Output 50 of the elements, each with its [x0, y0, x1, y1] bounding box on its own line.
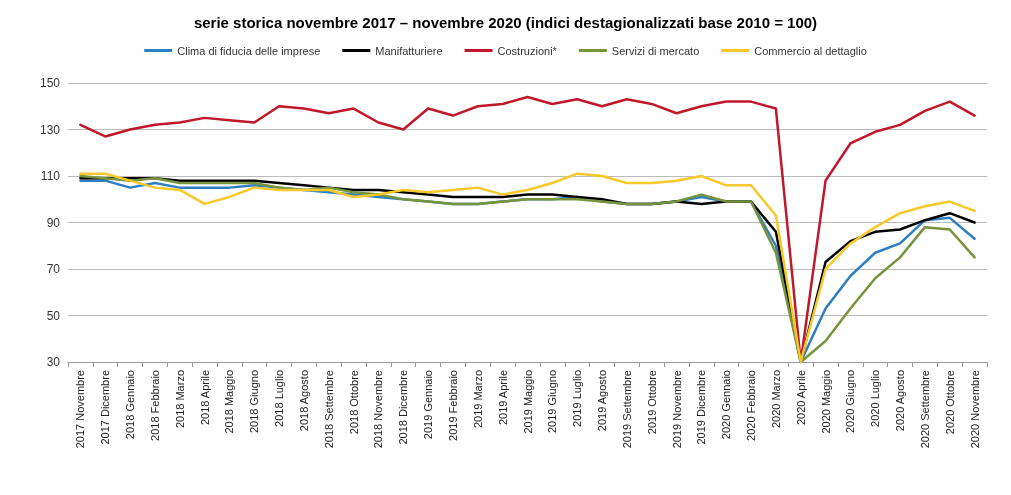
y-tick-label: 110 [40, 169, 61, 183]
x-tick-label: 2018 Agosto [297, 370, 310, 432]
x-tick-label: 2018 Ottobre [347, 370, 360, 435]
legend-label: Clima di fiducia delle imprese [177, 44, 321, 57]
y-tick-label: 30 [46, 355, 61, 369]
y-tick-label: 130 [39, 122, 61, 137]
x-tick-label: 2018 Febbraio [148, 370, 161, 441]
x-tick-label: 2020 Aprile [794, 370, 807, 426]
x-tick-label: 2020 Febbraio [745, 370, 758, 441]
x-tick-label: 2018 Maggio [223, 370, 236, 434]
chart-title: serie storica novembre 2017 – novembre 2020 (indici destagionalizzati base 2010 = 100) [193, 14, 818, 31]
legend-label: Manifatturiere [375, 44, 443, 57]
x-tick-label: 2018 Giugno [248, 370, 261, 433]
x-tick-label: 2020 Maggio [819, 370, 832, 434]
legend-label: Costruzioni* [497, 44, 558, 57]
x-tick-label: 2020 Marzo [769, 370, 782, 429]
x-tick-label: 2019 Maggio [521, 370, 534, 434]
y-tick-label: 70 [46, 262, 61, 276]
x-tick-label: 2018 Gennaio [124, 370, 137, 440]
x-tick-label: 2018 Dicembre [397, 370, 410, 445]
x-tick-label: 2020 Giugno [844, 370, 857, 433]
x-tick-label: 2019 Dicembre [695, 370, 708, 445]
x-tick-label: 2019 Ottobre [645, 370, 658, 435]
x-tick-label: 2018 Aprile [198, 370, 211, 426]
x-tick-label: 2017 Dicembre [99, 370, 112, 445]
y-tick-label: 150 [39, 76, 61, 90]
x-tick-label: 2018 Luglio [273, 370, 286, 427]
legend-label: Commercio al dettaglio [754, 44, 867, 57]
x-tick-label: 2017 Novembre [74, 370, 87, 449]
x-tick-label: 2020 Novembre [968, 370, 981, 449]
x-tick-label: 2020 Agosto [894, 370, 907, 432]
x-tick-label: 2018 Marzo [173, 370, 186, 429]
x-tick-label: 2020 Settembre [918, 370, 931, 449]
x-tick-label: 2019 Agosto [596, 370, 609, 432]
x-tick-label: 2018 Settembre [322, 370, 335, 449]
y-tick-label: 90 [46, 215, 61, 230]
x-tick-label: 2020 Ottobre [943, 370, 956, 435]
x-tick-label: 2019 Luglio [571, 370, 584, 427]
x-tick-label: 2019 Novembre [670, 370, 683, 449]
y-tick-label: 50 [46, 308, 61, 323]
x-tick-label: 2020 Gennaio [720, 370, 733, 440]
x-tick-label: 2019 Marzo [471, 370, 484, 429]
x-tick-label: 2019 Giugno [546, 370, 559, 433]
x-tick-label: 2019 Gennaio [422, 370, 435, 440]
legend-label: Servizi di mercato [611, 44, 700, 57]
x-tick-label: 2018 Novembre [372, 370, 385, 449]
x-tick-label: 2019 Febbraio [446, 370, 459, 441]
x-tick-label: 2019 Aprile [496, 370, 509, 426]
x-tick-label: 2019 Settembre [620, 370, 633, 449]
x-tick-label: 2020 Luglio [869, 370, 882, 427]
